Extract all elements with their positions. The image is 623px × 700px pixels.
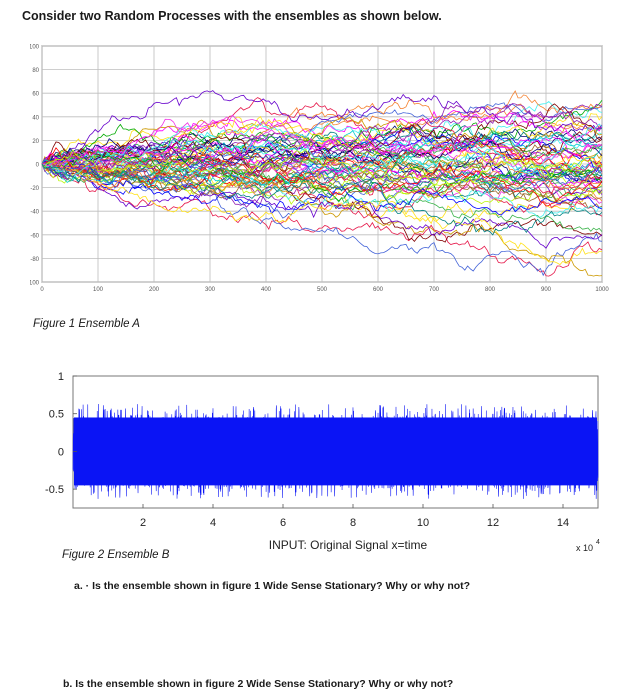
fig2-x-tick-label: 10 bbox=[417, 517, 429, 529]
fig1-y-tick-label: -20 bbox=[30, 186, 39, 192]
fig2-signal bbox=[72, 403, 599, 499]
fig2-x-tick-label: 2 bbox=[140, 517, 146, 529]
fig1-realization bbox=[41, 123, 603, 186]
fig1-x-tick-label: 400 bbox=[261, 287, 272, 293]
figure-2-caption: Figure 2 Ensemble B bbox=[62, 549, 170, 561]
fig2-y-tick-label: -0.5 bbox=[45, 484, 64, 496]
fig1-realization bbox=[41, 115, 603, 175]
fig1-realization bbox=[41, 148, 603, 187]
fig2-x-label: INPUT: Original Signal x=time bbox=[269, 538, 428, 552]
fig1-realization bbox=[41, 163, 603, 277]
fig1-realization bbox=[41, 163, 603, 236]
fig1-realization bbox=[41, 143, 603, 186]
fig2-exponent-power: 4 bbox=[596, 539, 600, 546]
fig1-x-tick-label: 0 bbox=[40, 287, 44, 293]
page-heading: Consider two Random Processes with the e… bbox=[22, 9, 442, 23]
question-b: b. Is the ensemble shown in figure 2 Wid… bbox=[63, 678, 454, 690]
fig1-realization bbox=[41, 90, 603, 179]
fig2-y-tick-label: 1 bbox=[58, 371, 64, 383]
fig2-x-tick-label: 8 bbox=[350, 517, 356, 529]
fig1-realization bbox=[41, 120, 603, 204]
fig1-realization bbox=[41, 113, 603, 165]
fig1-realization bbox=[41, 103, 603, 178]
fig2-x-tick-label: 12 bbox=[487, 517, 499, 529]
fig1-x-tick-label: 600 bbox=[373, 287, 384, 293]
fig1-realization bbox=[41, 137, 603, 165]
fig2-exponent: x 10 bbox=[576, 543, 593, 553]
fig2-x-ticks: 2 4 6 8 10 12 14 bbox=[140, 504, 569, 529]
fig1-realization bbox=[41, 115, 603, 175]
fig1-y-tick-label: -40 bbox=[30, 210, 39, 216]
fig1-realization bbox=[41, 132, 603, 186]
fig1-realization bbox=[41, 90, 603, 165]
fig1-y-tick-label: -80 bbox=[30, 257, 39, 263]
fig2-y-tick-label: 0.5 bbox=[49, 409, 64, 421]
fig1-realization bbox=[41, 103, 603, 178]
figure-2-ensemble-b: 1 0.5 0 -0.5 2 4 6 8 10 12 14 INPUT: Original Sig… bbox=[45, 371, 600, 553]
fig2-x-tick-label: 6 bbox=[280, 517, 286, 529]
fig1-y-tick-label: 0 bbox=[36, 163, 40, 169]
fig1-realization bbox=[41, 123, 603, 180]
fig1-y-tick-label: -100 bbox=[30, 281, 40, 287]
fig1-y-tick-label: -60 bbox=[30, 233, 39, 239]
fig1-realization bbox=[41, 160, 603, 216]
fig1-x-tick-label: 500 bbox=[317, 287, 328, 293]
fig1-x-tick-label: 200 bbox=[149, 287, 160, 293]
fig2-x-tick-label: 14 bbox=[557, 517, 569, 529]
fig2-y-tick-label: 0 bbox=[58, 446, 64, 458]
fig1-y-tick-label: 20 bbox=[32, 139, 39, 145]
fig1-realization bbox=[41, 113, 603, 171]
question-a: a. · Is the ensemble shown in figure 1 W… bbox=[74, 580, 471, 592]
fig1-x-tick-label: 300 bbox=[205, 287, 216, 293]
fig1-x-tick-label: 700 bbox=[429, 287, 440, 293]
fig2-x-tick-label: 4 bbox=[210, 517, 216, 529]
fig1-x-tick-label: 900 bbox=[541, 287, 552, 293]
fig1-realization bbox=[41, 102, 603, 179]
fig1-realization bbox=[41, 157, 603, 202]
fig1-x-tick-label: 100 bbox=[93, 287, 104, 293]
figure-1-caption: Figure 1 Ensemble A bbox=[33, 318, 140, 330]
fig1-x-tick-label: 800 bbox=[485, 287, 496, 293]
fig2-signal-band bbox=[74, 417, 597, 486]
fig1-y-tick-label: 40 bbox=[32, 115, 39, 121]
fig1-realization bbox=[41, 136, 603, 166]
fig1-y-tick-label: 100 bbox=[30, 45, 40, 51]
fig1-realization bbox=[41, 154, 603, 202]
fig1-realization bbox=[41, 158, 603, 198]
fig1-y-tick-label: 60 bbox=[32, 92, 39, 98]
fig1-y-tick-label: 80 bbox=[32, 68, 39, 74]
fig2-y-ticks: 1 0.5 0 -0.5 bbox=[45, 371, 77, 496]
fig1-realizations bbox=[41, 90, 603, 277]
fig1-realization bbox=[41, 163, 603, 266]
fig1-realization bbox=[41, 143, 603, 233]
fig1-x-ticks: 0 100 200 300 400 500 600 700 800 900 1000 bbox=[40, 287, 609, 293]
fig1-realization bbox=[41, 153, 603, 192]
fig1-x-tick-label: 1000 bbox=[595, 287, 609, 293]
fig1-y-ticks: 100 80 60 40 20 0 -20 -40 -60 -80 -100 bbox=[30, 45, 40, 287]
